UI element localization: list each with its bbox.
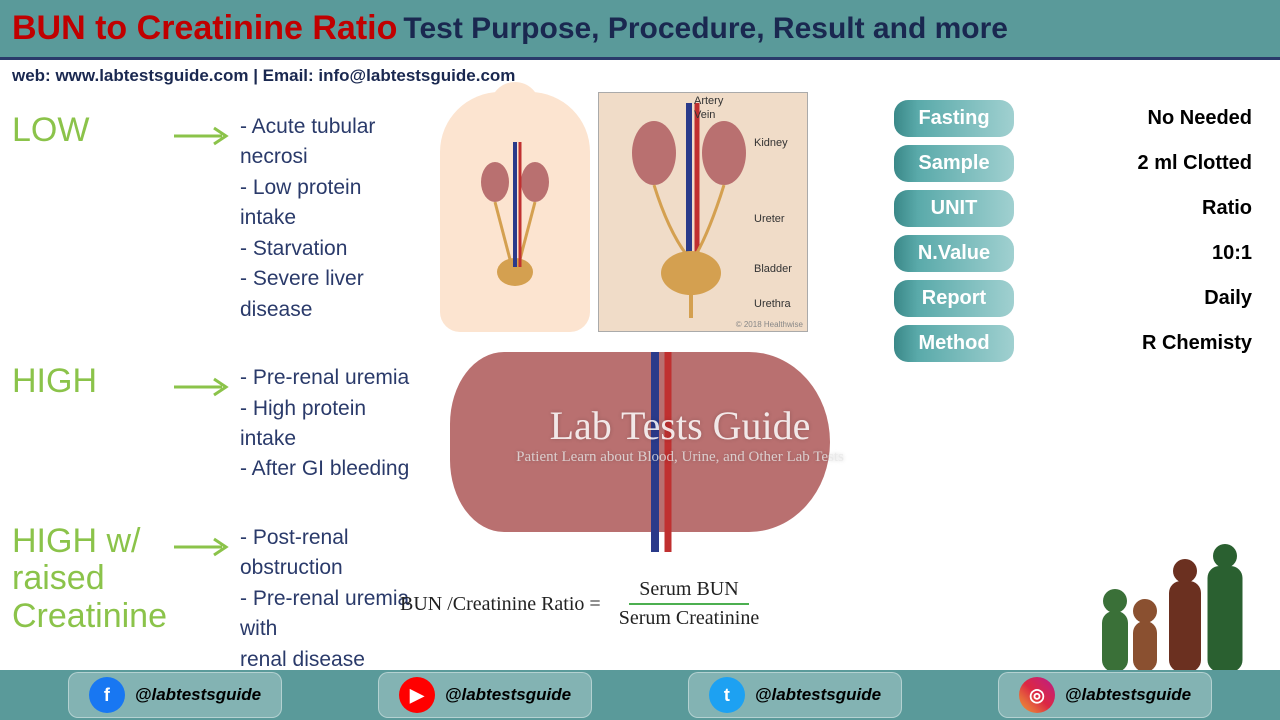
body-figure [440, 92, 590, 332]
info-row: Sample 2 ml Clotted [894, 145, 1252, 182]
category-items: - Acute tubular necrosi- Low protein int… [240, 112, 418, 325]
formula: BUN /Creatinine Ratio = Serum BUN Serum … [400, 576, 769, 632]
info-row: UNIT Ratio [894, 190, 1252, 227]
category-label: HIGH w/raisedCreatinine [12, 523, 162, 635]
category-row: HIGH - Pre-renal uremia- High protein int… [12, 363, 418, 485]
center-illustrations: Artery Vein Kidney Ureter Bladder Urethra © 20… [430, 92, 890, 652]
arrow-icon [172, 375, 232, 404]
main-content: LOW - Acute tubular necrosi- Low protein … [0, 92, 1280, 652]
info-label-pill: Sample [894, 145, 1014, 182]
info-value: 10:1 [1212, 242, 1252, 265]
info-row: Fasting No Needed [894, 100, 1252, 137]
title-main: BUN to Creatinine Ratio [12, 9, 397, 48]
info-value: Ratio [1202, 197, 1252, 220]
info-value: R Chemisty [1142, 332, 1252, 355]
social-handle: @labtestsguide [755, 685, 881, 705]
diagram-label: Artery [694, 95, 723, 107]
contact-info: web: www.labtestsguide.com | Email: info… [0, 60, 1280, 92]
info-row: Method R Chemisty [894, 325, 1252, 362]
arrow-icon [172, 535, 232, 564]
facebook-icon: f [89, 677, 125, 713]
info-label-pill: N.Value [894, 235, 1014, 272]
diagram-label: Bladder [754, 263, 792, 275]
diagram-label: Vein [694, 109, 715, 121]
instagram-icon: ◎ [1019, 677, 1055, 713]
diagram-credit: © 2018 Healthwise [736, 320, 803, 329]
info-value: Daily [1204, 287, 1252, 310]
info-row: N.Value 10:1 [894, 235, 1252, 272]
formula-denominator: Serum Creatinine [609, 605, 770, 632]
arrow-icon [172, 124, 232, 153]
anatomy-diagram: Artery Vein Kidney Ureter Bladder Urethra © 20… [598, 92, 808, 332]
watermark-sub: Patient Learn about Blood, Urine, and Ot… [510, 449, 850, 466]
category-items: - Pre-renal uremia- High protein intake-… [240, 363, 418, 485]
watermark-title: Lab Tests Guide [510, 402, 850, 449]
info-value: 2 ml Clotted [1138, 152, 1252, 175]
social-instagram[interactable]: ◎ @labtestsguide [998, 672, 1212, 718]
info-label-pill: Fasting [894, 100, 1014, 137]
title-sub: Test Purpose, Procedure, Result and more [403, 12, 1008, 46]
social-handle: @labtestsguide [1065, 685, 1191, 705]
category-row: LOW - Acute tubular necrosi- Low protein … [12, 112, 418, 325]
info-label-pill: Method [894, 325, 1014, 362]
diagram-label: Kidney [754, 137, 788, 149]
social-handle: @labtestsguide [135, 685, 261, 705]
social-youtube[interactable]: ▶ @labtestsguide [378, 672, 592, 718]
info-value: No Needed [1148, 107, 1252, 130]
formula-numerator: Serum BUN [629, 576, 748, 605]
anatomy-figures: Artery Vein Kidney Ureter Bladder Urethra © 20… [440, 92, 808, 332]
watermark: Lab Tests Guide Patient Learn about Bloo… [510, 402, 850, 466]
diagram-label: Urethra [754, 298, 791, 310]
category-row: HIGH w/raisedCreatinine - Post-renal obst… [12, 523, 418, 675]
formula-lhs: BUN /Creatinine Ratio = [400, 593, 601, 616]
categories-column: LOW - Acute tubular necrosi- Low protein … [0, 92, 430, 652]
youtube-icon: ▶ [399, 677, 435, 713]
social-twitter[interactable]: t @labtestsguide [688, 672, 902, 718]
info-label-pill: UNIT [894, 190, 1014, 227]
diagram-label: Ureter [754, 213, 785, 225]
category-label: LOW [12, 112, 162, 149]
category-label: HIGH [12, 363, 162, 400]
footer-socials: f @labtestsguide ▶ @labtestsguide t @labtests… [0, 670, 1280, 720]
social-facebook[interactable]: f @labtestsguide [68, 672, 282, 718]
category-items: - Post-renal obstruction- Pre-renal urem… [240, 523, 418, 675]
header-bar: BUN to Creatinine Ratio Test Purpose, Pr… [0, 0, 1280, 60]
family-silhouette [1100, 542, 1260, 672]
twitter-icon: t [709, 677, 745, 713]
social-handle: @labtestsguide [445, 685, 571, 705]
info-label-pill: Report [894, 280, 1014, 317]
info-row: Report Daily [894, 280, 1252, 317]
